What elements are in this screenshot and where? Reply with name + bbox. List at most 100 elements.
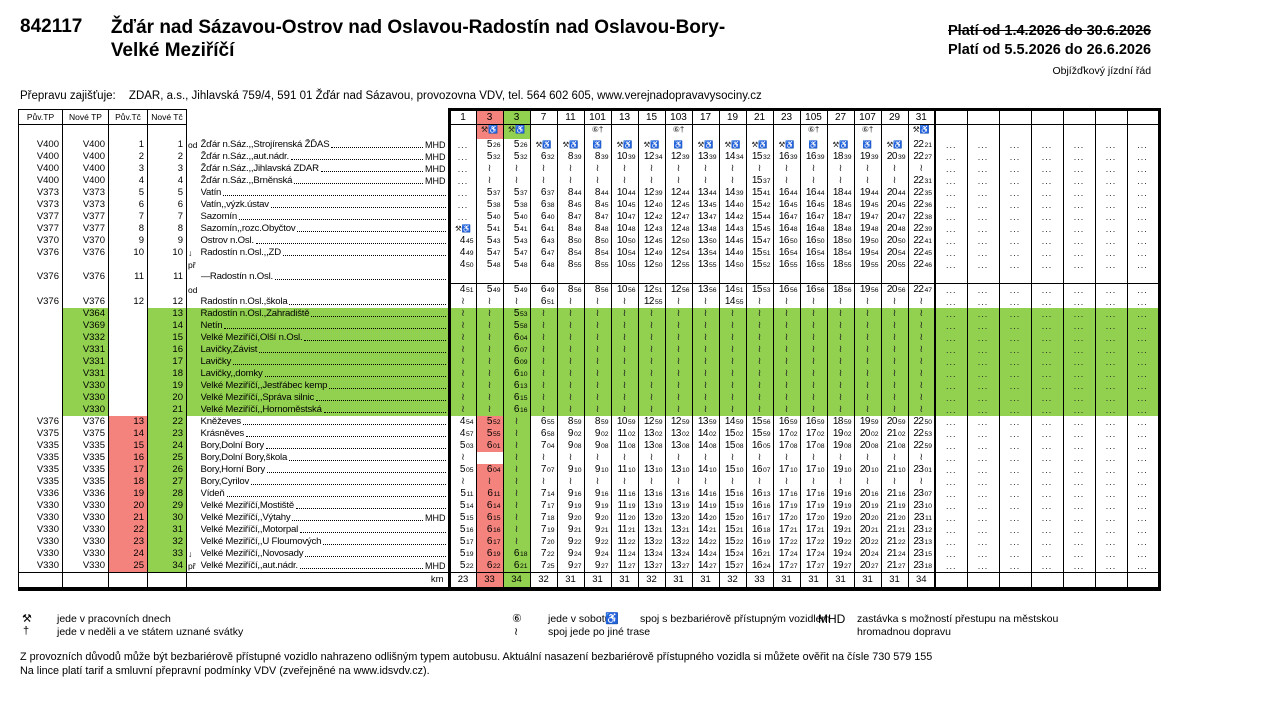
nove-tc-cell: 1 bbox=[147, 139, 187, 151]
time-cell: ≀ bbox=[853, 368, 881, 380]
legend-sunday: jede v neděli a ve státem uznané svátky bbox=[57, 626, 244, 638]
time-cell: ≀ bbox=[691, 476, 719, 488]
nove-tc-cell: 21 bbox=[147, 404, 187, 416]
no-service-dots: ... bbox=[1009, 464, 1021, 475]
time-cell: 848 bbox=[556, 223, 584, 235]
no-service-dots: ... bbox=[1009, 488, 1021, 499]
od-pr-gutter bbox=[187, 163, 201, 175]
time-cell: ≀ bbox=[529, 380, 557, 392]
time-cell: 1948 bbox=[853, 223, 881, 235]
other-route-icon: ≀ bbox=[730, 308, 735, 319]
empty-trip-cell: ... bbox=[1062, 332, 1095, 344]
time-cell: ≀ bbox=[610, 404, 638, 416]
od-pr-gutter bbox=[187, 476, 201, 488]
time-cell: 637 bbox=[529, 187, 557, 199]
time-cell: ≀ bbox=[718, 163, 746, 175]
station-row: V330 V330 20 29 Velké Meziříčí,Mostiště 514 61… bbox=[18, 500, 1161, 512]
other-route-icon: ≀ bbox=[703, 175, 708, 186]
empty-trip-cell: ... bbox=[1126, 296, 1161, 308]
other-route-icon: ≀ bbox=[730, 476, 735, 487]
empty-trip-cell: ... bbox=[1094, 452, 1127, 464]
nove-tc-cell: 29 bbox=[147, 500, 187, 512]
nove-tp-cell: V369 bbox=[62, 320, 109, 332]
footer-notes: Z provozních důvodů může být bezbariérov… bbox=[20, 650, 1200, 678]
time-cell: 848 bbox=[583, 223, 611, 235]
other-route-icon: ≀ bbox=[541, 308, 546, 319]
no-service-dots: ... bbox=[945, 296, 957, 307]
timetable-grid: Pův.TP Nové TP Pův.Tč Nové Tč 1 3 3 7 11 101 13 15 1… bbox=[18, 108, 1161, 591]
nove-tc-cell: 6 bbox=[147, 199, 187, 211]
other-route-icon: ≀ bbox=[892, 476, 897, 487]
od-pr-gutter bbox=[187, 464, 201, 476]
time-cell: ≀ bbox=[447, 296, 476, 308]
time-cell: 908 bbox=[556, 440, 584, 452]
empty-trip-cell: ... bbox=[1126, 428, 1161, 440]
puv-tc-cell bbox=[108, 344, 148, 356]
other-route-icon: ≀ bbox=[838, 476, 843, 487]
legend-saturday: jede v sobotu bbox=[548, 613, 611, 625]
time-cell: 1605 bbox=[745, 440, 773, 452]
workdays-wheelchair-icon: ⚒♿ bbox=[454, 224, 472, 233]
no-service-dots: ... bbox=[1073, 452, 1085, 463]
time-cell: 855 bbox=[556, 259, 584, 271]
other-route-icon: ≀ bbox=[919, 296, 924, 307]
time-cell: ≀ bbox=[718, 344, 746, 356]
station-row: V376 V376 13 22 Kněževes 454 552 ≀ 655 859 859 1059… bbox=[18, 416, 1161, 428]
other-route-icon: ≀ bbox=[568, 392, 573, 403]
no-service-dots: ... bbox=[1041, 464, 1053, 475]
other-route-icon: ≀ bbox=[514, 476, 519, 487]
no-service-dots: ... bbox=[1009, 308, 1021, 319]
time-cell: ≀ bbox=[691, 296, 719, 308]
no-service-dots: ... bbox=[977, 428, 989, 439]
empty-trip-cell: ... bbox=[934, 488, 967, 500]
time-cell: 1439 bbox=[718, 187, 746, 199]
no-service-dots: ... bbox=[1009, 344, 1021, 355]
empty-trip-cell: ... bbox=[1030, 428, 1063, 440]
trip-flag-cell: ⑥† bbox=[853, 124, 881, 139]
time-cell: ≀ bbox=[583, 163, 611, 175]
empty-trip-cell: ... bbox=[1062, 151, 1095, 163]
empty-trip-cell: ... bbox=[934, 332, 967, 344]
time-cell: 1910 bbox=[826, 464, 854, 476]
no-service-dots: ... bbox=[1041, 500, 1053, 511]
other-route-icon: ≀ bbox=[568, 332, 573, 343]
time-cell: ♿ bbox=[664, 139, 692, 151]
station-name-cell: Žďár n.Sáz.,,Strojírenská ŽĎAS MHD bbox=[201, 139, 450, 151]
time-cell: 1645 bbox=[799, 199, 827, 211]
empty-trip-cell: ... bbox=[1126, 283, 1161, 296]
station-name: Velké Meziříčí,,Motorpal bbox=[200, 524, 299, 535]
no-service-dots: ... bbox=[1041, 199, 1053, 210]
no-service-dots: ... bbox=[977, 404, 989, 415]
no-service-dots: ... bbox=[1137, 476, 1148, 487]
time-cell: 2024 bbox=[853, 548, 881, 560]
time-cell: 1856 bbox=[826, 283, 854, 296]
station-name-cell: Radostín n.Osl.,,ZD bbox=[201, 247, 450, 259]
no-service-dots: ... bbox=[945, 404, 957, 415]
time-cell: ≀ bbox=[745, 308, 773, 320]
time-cell: 1908 bbox=[826, 440, 854, 452]
nove-tc-cell: 33 bbox=[147, 548, 187, 560]
nove-tp-cell: V376 bbox=[62, 416, 109, 428]
no-service-dots: ... bbox=[945, 356, 957, 367]
puv-tc-cell: 16 bbox=[108, 452, 148, 464]
empty-trip-cell: ... bbox=[934, 283, 967, 296]
empty-trip-cell: ... bbox=[934, 235, 967, 247]
empty-trip-cell: ... bbox=[934, 211, 967, 223]
other-route-icon: ≀ bbox=[649, 452, 654, 463]
time-cell: 1302 bbox=[664, 428, 692, 440]
time-cell: ≀ bbox=[475, 308, 503, 320]
no-service-dots: ... bbox=[1041, 320, 1053, 331]
od-pr-gutter bbox=[187, 223, 201, 235]
time-cell: 454 bbox=[447, 416, 476, 428]
station-name-cell: Bory,Dolní Bory bbox=[201, 440, 450, 452]
no-service-dots: ... bbox=[1105, 500, 1117, 511]
nove-tp-cell: V400 bbox=[62, 163, 109, 175]
time-cell: ≀ bbox=[772, 356, 800, 368]
nove-tc-cell: 17 bbox=[147, 356, 187, 368]
station-name: Žďár n.Sáz.,,aut.nádr. bbox=[200, 151, 290, 162]
no-service-dots: ... bbox=[977, 223, 989, 234]
time-cell: ≀ bbox=[799, 404, 827, 416]
other-route-icon: ≀ bbox=[811, 356, 816, 367]
time-cell bbox=[502, 271, 530, 284]
puv-tp-cell: V330 bbox=[18, 524, 63, 536]
